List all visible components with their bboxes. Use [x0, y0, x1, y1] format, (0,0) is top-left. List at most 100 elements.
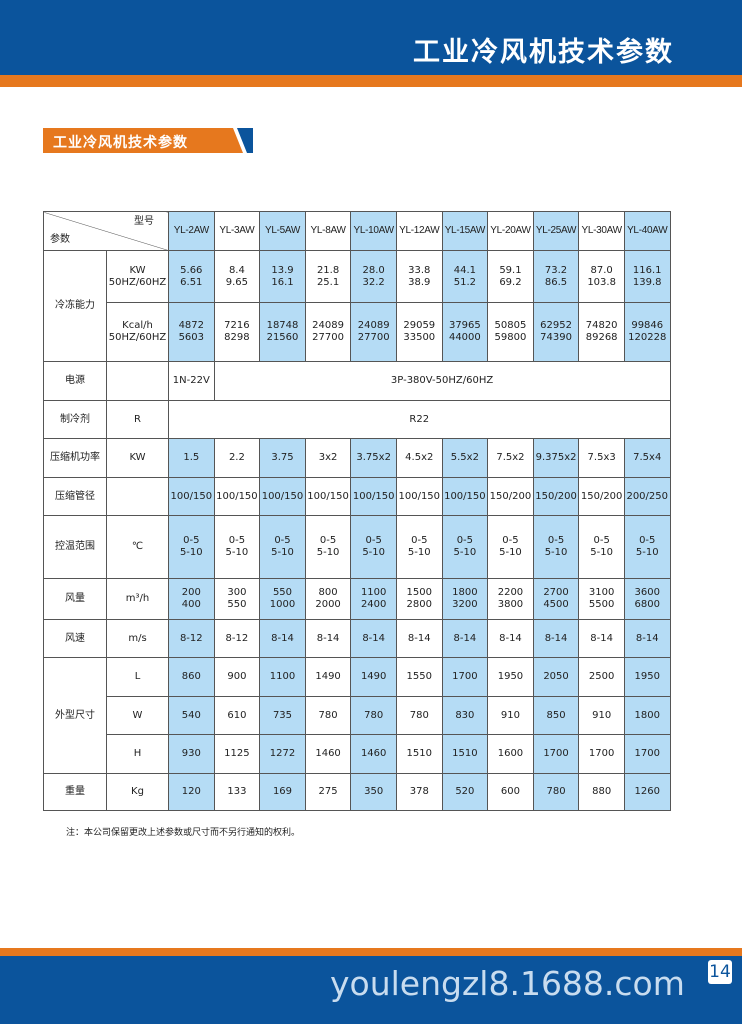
- value-cell: 8.4 9.65: [213, 250, 261, 303]
- value-cell: 74820 89268: [578, 302, 625, 362]
- value-cell: 18748 21560: [259, 302, 306, 362]
- model-header-cell: YL-15AW: [441, 211, 489, 251]
- page-title: 工业冷风机技术参数: [413, 37, 674, 68]
- table-row: 电源 1N-22V 3P-380V-50HZ/60HZ: [43, 361, 671, 401]
- value-cell: 1.5: [168, 438, 215, 478]
- value-cell: 21.8 25.1: [304, 250, 352, 303]
- row-label: 重量: [43, 773, 107, 811]
- row-label: 外型尺寸: [43, 657, 107, 774]
- value-cell: 29059 33500: [395, 302, 443, 362]
- value-cell: 850: [532, 696, 580, 735]
- unit-cell: ℃: [106, 515, 169, 579]
- value-cell: 5.66 6.51: [168, 250, 215, 303]
- table-row: 压缩机功率 KW 1.5 2.2 3.75 3x2 3.75x2 4.5x2 5.5x2 7.5x…: [43, 438, 671, 478]
- row-label: 压缩管径: [43, 477, 107, 516]
- value-cell: 150/200: [532, 477, 580, 516]
- value-cell: 300 550: [213, 578, 261, 620]
- value-cell: 87.0 103.8: [578, 250, 625, 303]
- unit-cell: H: [106, 734, 169, 774]
- row-label: 压缩机功率: [43, 438, 107, 478]
- value-cell: 0-5 5-10: [350, 515, 397, 579]
- value-cell: 1950: [623, 657, 671, 697]
- model-header-cell: YL-30AW: [578, 211, 625, 251]
- value-cell: 133: [213, 773, 261, 811]
- value-cell: 3P-380V-50HZ/60HZ: [213, 361, 671, 401]
- corner-header: 型号参数: [43, 211, 169, 251]
- value-cell: 930: [168, 734, 215, 774]
- value-cell: 7.5x2: [487, 438, 534, 478]
- value-cell: 1510: [395, 734, 443, 774]
- value-cell: 780: [395, 696, 443, 735]
- value-cell: 1100 2400: [350, 578, 397, 620]
- row-label: 制冷剂: [43, 400, 107, 439]
- value-cell: 0-5 5-10: [532, 515, 580, 579]
- model-header-cell: YL-2AW: [168, 211, 215, 251]
- value-cell: 600: [487, 773, 534, 811]
- value-cell: 0-5 5-10: [259, 515, 306, 579]
- table-row: 风速 m/s 8-12 8-12 8-14 8-14 8-14 8-14 8-14 8-14 8-1…: [43, 619, 671, 658]
- value-cell: 8-14: [441, 619, 489, 658]
- unit-cell: L: [106, 657, 169, 697]
- value-cell: 100/150: [259, 477, 306, 516]
- row-label: 风速: [43, 619, 107, 658]
- value-cell: 1272: [259, 734, 306, 774]
- value-cell: 1800 3200: [441, 578, 489, 620]
- value-cell: 1700: [578, 734, 625, 774]
- value-cell: 1490: [350, 657, 397, 697]
- unit-cell: KW: [106, 438, 169, 478]
- model-header: 型号: [134, 216, 154, 227]
- value-cell: 100/150: [441, 477, 489, 516]
- value-cell: 8-14: [532, 619, 580, 658]
- value-cell: 99846 120228: [623, 302, 671, 362]
- value-cell: 910: [487, 696, 534, 735]
- value-cell: 8-14: [395, 619, 443, 658]
- table-row: W 540 610 735 780 780 780 830 910 850 910 1800: [44, 696, 671, 735]
- table-row: 压缩管径 100/150 100/150 100/150 100/150 100/150 1…: [43, 477, 671, 516]
- value-cell: 540: [168, 696, 215, 735]
- value-cell: 1500 2800: [395, 578, 443, 620]
- table-row: 制冷剂 R R22: [43, 400, 671, 439]
- footnote: 注：本公司保留更改上述参数或尺寸而不另行通知的权利。: [66, 828, 301, 838]
- table-row: 外型尺寸 L 860 900 1100 1490 1490 1550 1700 1950 2050 2…: [43, 657, 671, 774]
- page-number: 14: [708, 960, 732, 984]
- value-cell: 0-5 5-10: [395, 515, 443, 579]
- value-cell: 2200 3800: [487, 578, 534, 620]
- value-cell: 550 1000: [259, 578, 306, 620]
- row-label: 冷冻能力: [43, 250, 107, 362]
- value-cell: 200/250: [623, 477, 671, 516]
- table-row: 风量 m³/h 200 400 300 550 550 1000 800 2000 1100…: [43, 578, 671, 620]
- value-cell: 33.8 38.9: [395, 250, 443, 303]
- value-cell: 0-5 5-10: [487, 515, 534, 579]
- value-cell: 900: [213, 657, 261, 697]
- unit-cell: KW 50HZ/60HZ: [106, 250, 169, 303]
- table-row: 型号 参数 YL-2AW YL-3AW YL-5AW YL-8AW YL-10AW YL-12…: [43, 211, 671, 251]
- footer-stripe: [0, 948, 742, 956]
- unit-cell: m³/h: [106, 578, 169, 620]
- value-cell: 1600: [487, 734, 534, 774]
- value-cell: 9.375x2: [532, 438, 580, 478]
- value-cell: 1125: [213, 734, 261, 774]
- param-header: 参数: [50, 234, 70, 245]
- value-cell: 8-14: [350, 619, 397, 658]
- value-cell: 3100 5500: [578, 578, 625, 620]
- footer-bar: [0, 956, 742, 1024]
- value-cell: 150/200: [487, 477, 534, 516]
- value-cell: 13.9 16.1: [259, 250, 306, 303]
- value-cell: 3x2: [304, 438, 352, 478]
- value-cell: 1700: [623, 734, 671, 774]
- value-cell: 0-5 5-10: [623, 515, 671, 579]
- value-cell: 8-12: [213, 619, 261, 658]
- value-cell: 1800: [623, 696, 671, 735]
- value-cell: 169: [259, 773, 306, 811]
- value-cell: 780: [350, 696, 397, 735]
- value-cell: 116.1 139.8: [623, 250, 671, 303]
- value-cell: 1260: [623, 773, 671, 811]
- value-cell: 73.2 86.5: [532, 250, 580, 303]
- value-cell: 8-12: [168, 619, 215, 658]
- section-title: 工业冷风机技术参数: [53, 135, 188, 151]
- model-header-cell: YL-40AW: [623, 211, 671, 251]
- value-cell: 520: [441, 773, 489, 811]
- value-cell: 7.5x3: [578, 438, 625, 478]
- value-cell: 378: [395, 773, 443, 811]
- value-cell: 50805 59800: [487, 302, 534, 362]
